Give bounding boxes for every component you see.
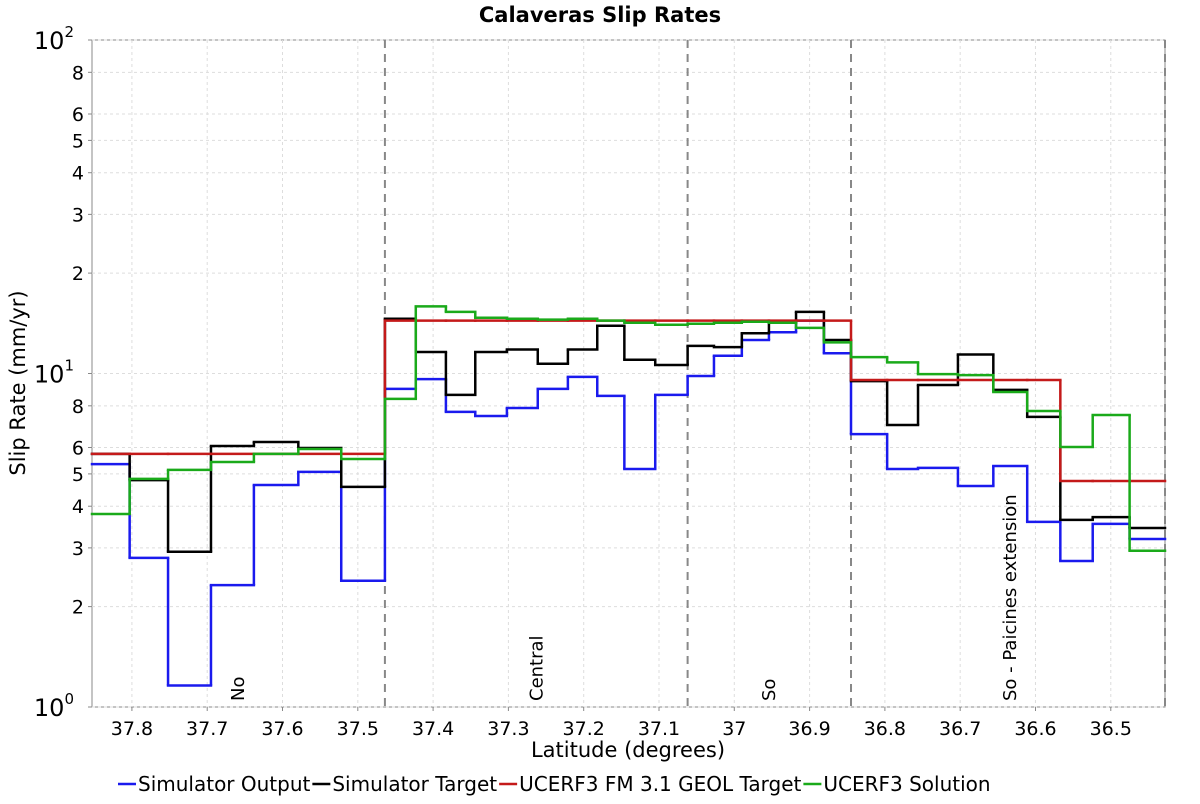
y-tick-label: 4	[72, 163, 84, 185]
x-tick-label: 37	[722, 718, 746, 740]
legend-label: UCERF3 Solution	[823, 772, 990, 796]
legend: Simulator Output Simulator Target UCERF3 F…	[118, 772, 991, 796]
x-tick-label: 36.8	[864, 718, 906, 740]
y-tick-label: 3	[72, 538, 84, 560]
chart-title: Calaveras Slip Rates	[479, 3, 721, 27]
x-tick-label: 37.5	[337, 718, 379, 740]
y-tick-label: 8	[72, 396, 84, 418]
y-tick-label: 8	[72, 62, 84, 84]
y-tick-label-base: 10	[34, 27, 65, 55]
x-tick-label: 37.3	[487, 718, 529, 740]
section-label: So - Paicines extension	[1000, 494, 1021, 701]
y-tick-label: 2	[72, 597, 84, 619]
section-label: So	[759, 679, 780, 701]
x-tick-label: 37.7	[186, 718, 228, 740]
y-tick-label-base: 10	[34, 694, 65, 722]
x-axis-label: Latitude (degrees)	[531, 738, 725, 762]
y-tick-label-exponent: 1	[64, 357, 74, 375]
x-tick-label: 37.4	[412, 718, 454, 740]
x-tick-label: 36.7	[939, 718, 981, 740]
legend-label: UCERF3 FM 3.1 GEOL Target	[519, 772, 801, 796]
y-tick-label: 2	[72, 263, 84, 285]
y-tick-label: 6	[72, 104, 84, 126]
x-tick-label: 37.2	[563, 718, 605, 740]
legend-label: Simulator Output	[138, 772, 311, 796]
y-tick-label: 100	[34, 690, 74, 722]
x-tick-label: 37.1	[638, 718, 680, 740]
y-tick-label-base: 10	[34, 361, 65, 389]
y-tick-label: 4	[72, 496, 84, 518]
x-tick-label: 37.8	[111, 718, 153, 740]
x-tick-label: 37.6	[261, 718, 303, 740]
x-tick-label: 36.5	[1090, 718, 1132, 740]
y-tick-label-exponent: 2	[64, 23, 74, 41]
y-tick-label: 102	[34, 23, 74, 55]
x-tick-label: 36.9	[788, 718, 830, 740]
section-label: Central	[526, 635, 547, 701]
y-tick-label: 3	[72, 204, 84, 226]
y-tick-label: 101	[34, 357, 74, 389]
legend-label: Simulator Target	[332, 772, 497, 796]
y-tick-label-exponent: 0	[64, 690, 74, 708]
y-tick-label: 5	[72, 464, 84, 486]
y-axis-label: Slip Rate (mm/yr)	[6, 290, 30, 475]
section-label: No	[228, 677, 249, 701]
y-tick-label: 6	[72, 437, 84, 459]
x-tick-label: 36.6	[1014, 718, 1056, 740]
y-tick-label: 5	[72, 130, 84, 152]
